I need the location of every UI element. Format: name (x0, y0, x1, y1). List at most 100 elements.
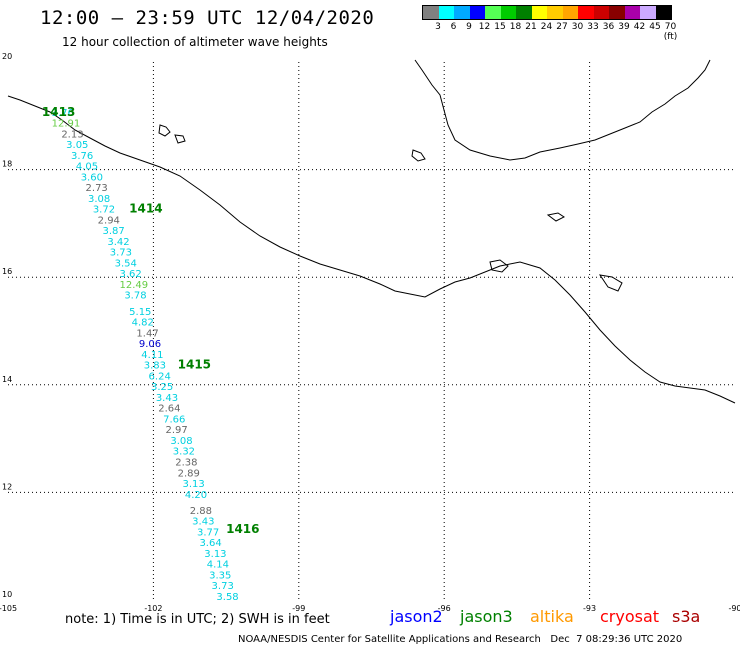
wave-height-value: 3.73 (110, 248, 132, 259)
color-scale-swatch (454, 6, 470, 19)
color-scale-swatch (469, 6, 485, 19)
page-title: 12:00 – 23:59 UTC 12/04/2020 (40, 7, 375, 29)
wave-height-value: 3.08 (88, 194, 110, 205)
wave-height-value: 3.13 (182, 479, 204, 490)
coastline (7, 95, 736, 404)
wave-height-value: 12.49 (119, 280, 148, 291)
wave-height-value: 3.35 (209, 570, 231, 581)
wave-height-value: 1.47 (136, 328, 158, 339)
pass-number-label: 1413 (42, 105, 75, 119)
color-scale-label: 21 (525, 22, 537, 32)
islands (158, 124, 623, 292)
wave-height-value: 2.89 (178, 468, 200, 479)
color-scale-label: 42 (633, 22, 646, 32)
wave-height-value: 3.62 (119, 269, 141, 280)
lat-tick-label: 18 (2, 160, 12, 169)
color-scale-label: 45 (649, 22, 661, 32)
lon-tick-label: -93 (583, 604, 596, 613)
color-scale-labels: 3 6 9 12 15 18 21 24 27 30 33 36 39 42 45 70 (ft) (422, 20, 677, 42)
color-scale-swatch (655, 6, 671, 19)
color-scale-swatch (423, 6, 439, 19)
wave-height-value: 3.83 (144, 361, 166, 372)
pass-number-label: 1415 (178, 358, 211, 372)
wave-height-value: 3.43 (156, 393, 178, 404)
color-scale-label: 39 (618, 22, 630, 32)
lon-tick-label: -90 (728, 604, 740, 613)
page-subtitle: 12 hour collection of altimeter wave hei… (62, 35, 328, 49)
color-scale-label: 36 (602, 22, 615, 32)
color-scale-legend: 3 6 9 12 15 18 21 24 27 30 33 36 39 42 45 70 (ft) (422, 5, 677, 42)
pass-labels: 1413 1414 1415 1416 (42, 105, 260, 536)
wave-height-value: 3.64 (199, 538, 221, 549)
wave-height-value: 7.66 (163, 414, 185, 425)
color-scale-swatch (500, 6, 516, 19)
wave-height-value: 3.78 (124, 291, 146, 302)
wave-height-value: 3.60 (81, 172, 103, 183)
lat-tick-label: 20 (2, 52, 12, 61)
color-scale-swatch (578, 6, 594, 19)
wave-height-value: 3.73 (212, 581, 234, 592)
wave-height-value: 3.76 (52, 108, 74, 119)
footer-credit: NOAA/NESDIS Center for Satellite Applica… (238, 634, 683, 645)
wave-height-value: 4.14 (207, 560, 229, 571)
satellite-legend-altika: altika (530, 607, 574, 626)
wave-height-value: 3.77 (197, 527, 219, 538)
color-scale-swatch (531, 6, 547, 19)
wave-height-value: 3.13 (204, 549, 226, 560)
wave-height-value: 3.54 (115, 258, 137, 269)
color-scale-label: 30 (571, 22, 584, 32)
color-scale-label: 12 (478, 22, 491, 32)
wave-height-value: 3.32 (173, 447, 195, 458)
wave-height-value: 4.82 (132, 318, 154, 329)
lat-tick-label: 10 (2, 590, 12, 599)
lon-tick-label: -102 (144, 604, 162, 613)
wave-height-value: 2.38 (175, 458, 197, 469)
wave-height-value: 6.24 (149, 371, 171, 382)
gulf-coastline (414, 59, 711, 161)
color-scale-label: 27 (556, 22, 568, 32)
wave-height-value: 5.15 (129, 307, 151, 318)
wave-height-value: 2.13 (61, 129, 83, 140)
wave-height-readings: 3.7612.912.133.053.764.053.602.733.083.7… (52, 108, 239, 603)
lon-tick-label: -96 (438, 604, 451, 613)
wave-height-value: 2.97 (166, 425, 188, 436)
wave-height-value: 3.87 (103, 226, 125, 237)
pass-number-label: 1414 (129, 202, 162, 216)
lon-tick-label: -105 (0, 604, 17, 613)
wave-height-value: 4.11 (141, 350, 163, 361)
lat-tick-label: 12 (2, 482, 12, 491)
color-scale-swatch (438, 6, 454, 19)
color-scale-label: 18 (509, 22, 522, 32)
color-scale-swatch (516, 6, 532, 19)
wave-height-value: 4.20 (185, 490, 207, 501)
satellite-legend-jason3: jason3 (460, 607, 513, 626)
color-scale-swatch (624, 6, 640, 19)
wave-height-value: 2.94 (98, 215, 120, 226)
wave-height-value: 4.05 (76, 162, 98, 173)
lon-tick-label: -99 (292, 604, 305, 613)
footer-note: note: 1) Time is in UTC; 2) SWH is in fe… (65, 612, 330, 627)
color-scale-label: 15 (494, 22, 506, 32)
wave-height-value: 3.08 (170, 436, 192, 447)
color-scale-label: 3 (435, 22, 441, 32)
wave-height-value: 3.72 (93, 205, 115, 216)
color-scale-label: 6 (450, 22, 457, 32)
color-scale-swatch (485, 6, 501, 19)
color-scale-swatch (547, 6, 563, 19)
wave-height-value: 3.05 (66, 140, 88, 151)
color-scale-swatch (609, 6, 625, 19)
wave-height-value: 9.06 (139, 339, 161, 350)
wave-height-value: 3.25 (151, 382, 173, 393)
lat-tick-label: 14 (2, 375, 12, 384)
wave-height-value: 2.64 (158, 404, 180, 415)
satellite-legend-cryosat: cryosat (600, 607, 660, 626)
wave-height-value: 12.91 (52, 119, 81, 130)
wave-height-value: 3.42 (107, 237, 129, 248)
color-scale-label: 33 (587, 22, 599, 32)
satellite-legend-jason2: jason2 (390, 607, 443, 626)
wave-height-value: 3.43 (192, 517, 214, 528)
pass-number-label: 1416 (226, 522, 259, 536)
satellite-legend-s3a: s3a (672, 607, 701, 626)
color-scale-label: 70 (ft) (663, 22, 678, 42)
